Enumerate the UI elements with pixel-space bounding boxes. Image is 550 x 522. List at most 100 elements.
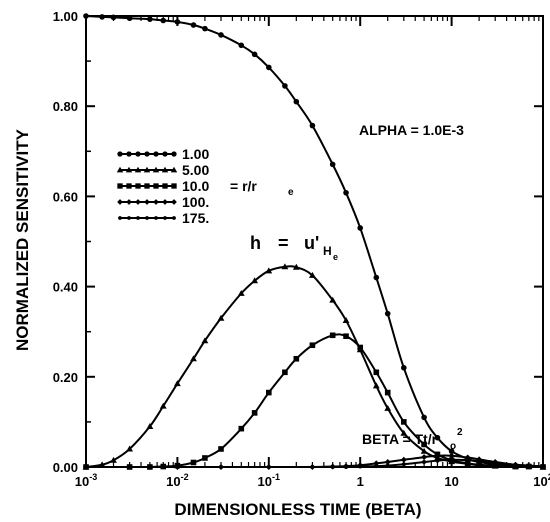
data-point bbox=[434, 434, 441, 441]
data-point bbox=[265, 267, 273, 274]
data-point bbox=[251, 410, 258, 416]
x-tick-label: 10-3 bbox=[75, 472, 97, 489]
legend-marker bbox=[117, 199, 123, 205]
data-point bbox=[384, 389, 391, 396]
beta-main: BETA = Tt/r bbox=[362, 431, 438, 447]
data-point bbox=[343, 189, 349, 196]
data-point bbox=[309, 271, 316, 278]
data-point bbox=[400, 456, 407, 463]
x-axis-title: DIMENSIONLESS TIME (BETA) bbox=[174, 500, 421, 519]
legend-marker bbox=[127, 216, 131, 220]
legend-marker bbox=[145, 216, 149, 220]
legend-marker bbox=[162, 199, 168, 205]
data-point bbox=[190, 459, 197, 466]
data-point bbox=[266, 64, 272, 71]
legend-marker bbox=[117, 183, 123, 189]
legend-marker bbox=[118, 216, 122, 220]
legend-marker bbox=[134, 166, 142, 173]
data-point bbox=[329, 296, 337, 303]
data-point bbox=[401, 419, 407, 425]
data-point bbox=[434, 452, 441, 459]
data-point bbox=[282, 83, 288, 89]
data-point bbox=[293, 355, 300, 362]
data-point bbox=[384, 310, 391, 317]
legend-marker bbox=[162, 183, 168, 189]
y-axis-title: NORMALIZED SENSITIVITY bbox=[13, 128, 32, 351]
legend-marker bbox=[116, 166, 124, 173]
formula-subscript-h: H bbox=[323, 244, 332, 258]
legend-marker bbox=[172, 216, 176, 220]
legend-marker bbox=[143, 166, 151, 173]
data-point bbox=[238, 42, 245, 49]
legend-marker bbox=[126, 183, 132, 189]
data-point bbox=[343, 333, 349, 340]
data-point bbox=[357, 225, 364, 231]
beta-definition: BETA = Tt/r o 2 bbox=[362, 427, 463, 452]
data-point bbox=[99, 14, 105, 20]
legend-marker bbox=[162, 151, 168, 157]
legend-marker bbox=[153, 199, 159, 205]
x-tick-label: 10-1 bbox=[258, 472, 280, 489]
data-point bbox=[374, 464, 379, 469]
legend-label: 175. bbox=[182, 210, 209, 226]
data-point bbox=[373, 274, 380, 281]
data-point bbox=[190, 22, 197, 28]
data-point bbox=[202, 455, 208, 461]
data-point bbox=[372, 382, 380, 389]
legend-marker bbox=[125, 166, 133, 173]
legend-marker bbox=[163, 216, 167, 220]
legend-marker bbox=[171, 151, 177, 157]
data-point bbox=[159, 402, 167, 409]
data-point bbox=[282, 369, 288, 376]
data-point bbox=[384, 404, 392, 411]
legend-label: 5.00 bbox=[182, 162, 209, 178]
data-point bbox=[237, 289, 245, 296]
data-point bbox=[201, 337, 209, 344]
data-point bbox=[309, 122, 316, 129]
formula-h: h bbox=[250, 233, 261, 253]
legend-marker bbox=[153, 183, 159, 189]
legend-marker bbox=[153, 151, 159, 157]
y-tick-label: 0.20 bbox=[53, 370, 78, 385]
data-point bbox=[146, 423, 154, 429]
formula-equals: = bbox=[278, 233, 289, 253]
data-point bbox=[309, 342, 316, 349]
legend-marker bbox=[144, 199, 150, 205]
legend-marker bbox=[161, 166, 169, 173]
data-point bbox=[477, 459, 482, 464]
legend-marker bbox=[144, 151, 150, 157]
h-formula: h = u' H e bbox=[250, 233, 338, 262]
data-point bbox=[251, 277, 259, 284]
data-point bbox=[342, 317, 350, 323]
y-tick-label: 0.00 bbox=[53, 460, 78, 475]
legend-marker bbox=[154, 216, 158, 220]
alpha-annotation: ALPHA = 1.0E-3 bbox=[359, 122, 464, 138]
x-tick-label: 10 bbox=[444, 474, 458, 489]
data-point bbox=[357, 344, 363, 351]
legend-marker bbox=[135, 151, 141, 157]
x-tick-label: 10-2 bbox=[166, 472, 188, 489]
data-point bbox=[292, 263, 300, 270]
data-point bbox=[110, 456, 117, 463]
formula-subscript-e: e bbox=[333, 252, 338, 262]
data-point bbox=[98, 461, 106, 468]
data-point bbox=[421, 454, 428, 461]
data-point bbox=[421, 441, 427, 448]
data-point bbox=[251, 51, 258, 58]
legend-marker bbox=[135, 199, 141, 205]
data-point bbox=[266, 389, 272, 396]
data-point bbox=[281, 263, 289, 270]
data-point bbox=[293, 98, 300, 105]
y-tick-label: 0.80 bbox=[53, 99, 78, 114]
data-point bbox=[238, 425, 245, 432]
axes: 0.00 0.20 0.40 0.60 0.80 1.00 10-3 10-2 10-1 1 10 1… bbox=[53, 9, 550, 489]
y-tick-label: 0.60 bbox=[53, 189, 78, 204]
data-point bbox=[435, 458, 440, 463]
data-point bbox=[400, 429, 408, 436]
x-tick-label: 1 bbox=[357, 474, 364, 489]
legend-marker bbox=[126, 151, 132, 157]
legend-marker bbox=[171, 199, 177, 205]
data-point bbox=[373, 369, 380, 376]
